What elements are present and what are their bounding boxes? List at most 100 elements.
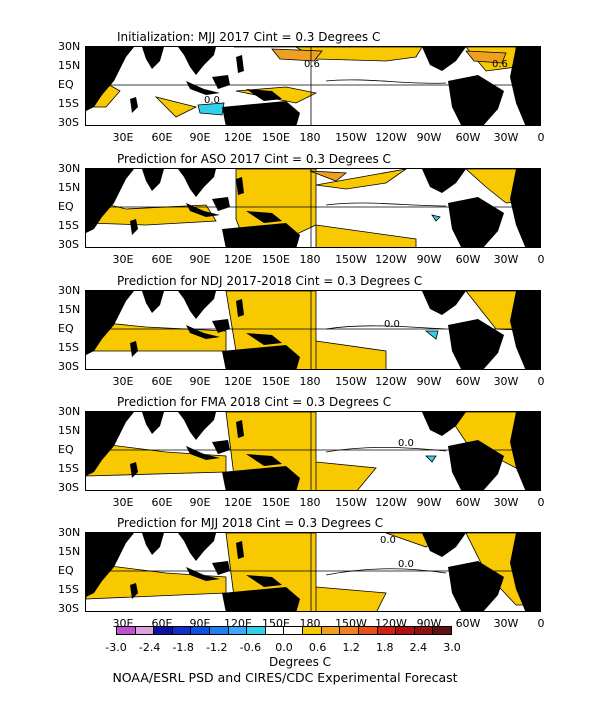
lat-label: 15N bbox=[58, 59, 81, 72]
lat-label: 30S bbox=[58, 238, 79, 251]
lon-label: 120W bbox=[375, 131, 407, 144]
lon-label: 150W bbox=[335, 375, 367, 388]
land-mass bbox=[448, 440, 504, 490]
lon-label: 0 bbox=[537, 375, 545, 388]
lat-label: 30N bbox=[58, 526, 81, 539]
lon-label: 0 bbox=[537, 131, 545, 144]
land-mass bbox=[510, 412, 540, 490]
legend-tick-label: -3.0 bbox=[105, 641, 127, 654]
lat-label: EQ bbox=[58, 78, 74, 91]
land-mass bbox=[246, 211, 282, 223]
legend-tick-label: -1.8 bbox=[172, 641, 194, 654]
panel-title: Prediction for FMA 2018 Cint = 0.3 Degre… bbox=[117, 395, 392, 409]
lat-label: 15S bbox=[58, 583, 79, 596]
lat-label: 30S bbox=[58, 602, 79, 615]
lat-label: 15S bbox=[58, 219, 79, 232]
land-mass bbox=[130, 583, 138, 599]
panel-title: Prediction for MJJ 2018 Cint = 0.3 Degre… bbox=[117, 516, 384, 530]
land-mass bbox=[422, 169, 466, 193]
lat-label: 15S bbox=[58, 462, 79, 475]
lon-label: 60W bbox=[455, 253, 481, 266]
legend-swatch bbox=[117, 627, 135, 634]
land-mass bbox=[246, 89, 282, 101]
sst-anomaly-map: 0.0 bbox=[85, 290, 541, 370]
contour-label: 0.0 bbox=[380, 535, 396, 546]
lon-label: 30E bbox=[112, 131, 134, 144]
lon-label: 150E bbox=[262, 375, 290, 388]
lat-label: 15N bbox=[58, 303, 81, 316]
lat-label: 15N bbox=[58, 181, 81, 194]
legend-tick-label: -0.6 bbox=[239, 641, 262, 654]
forecast-panel: Prediction for MJJ 2018 Cint = 0.3 Degre… bbox=[0, 516, 600, 636]
legend-swatch bbox=[432, 627, 451, 634]
lon-label: 90E bbox=[189, 253, 211, 266]
lon-label: 90W bbox=[416, 131, 442, 144]
zero-contour-line bbox=[325, 325, 447, 330]
legend-tick-label: 1.8 bbox=[376, 641, 394, 654]
legend-tick-label: 0.6 bbox=[308, 641, 327, 654]
legend-tick-label: 2.4 bbox=[409, 641, 428, 654]
land-mass bbox=[186, 446, 220, 460]
land-mass bbox=[212, 561, 230, 575]
lon-label: 30W bbox=[493, 617, 519, 630]
lon-label: 180 bbox=[299, 253, 321, 266]
legend-swatch bbox=[153, 627, 172, 634]
lon-label: 180 bbox=[299, 617, 321, 630]
land-mass bbox=[448, 561, 504, 611]
lon-label: 180 bbox=[299, 375, 321, 388]
lon-label: 180 bbox=[299, 496, 321, 509]
lon-label: 120W bbox=[375, 617, 407, 630]
lat-label: 30N bbox=[58, 284, 81, 297]
contour-label: 0.0 bbox=[398, 559, 414, 570]
land-mass bbox=[236, 299, 244, 317]
legend-swatch bbox=[376, 627, 396, 634]
lon-label: 90E bbox=[189, 375, 211, 388]
land-mass bbox=[178, 47, 216, 75]
lon-label: 90W bbox=[416, 617, 442, 630]
cool-anomaly-region bbox=[197, 102, 225, 116]
lon-label: 120E bbox=[224, 617, 252, 630]
contour-label: 0.0 bbox=[204, 95, 220, 106]
lon-label: 60E bbox=[151, 496, 173, 509]
lon-label: 150W bbox=[335, 131, 367, 144]
forecast-panel: Prediction for ASO 2017 Cint = 0.3 Degre… bbox=[0, 152, 600, 272]
lon-label: 60E bbox=[151, 375, 173, 388]
lat-label: 30S bbox=[58, 360, 79, 373]
land-mass bbox=[86, 169, 134, 233]
land-mass bbox=[236, 177, 244, 195]
land-mass bbox=[186, 325, 220, 339]
land-mass bbox=[142, 47, 164, 69]
land-mass bbox=[246, 333, 282, 345]
lon-label: 60W bbox=[455, 375, 481, 388]
land-mass bbox=[212, 197, 230, 211]
land-mass bbox=[178, 533, 216, 561]
lat-label: EQ bbox=[58, 443, 74, 456]
legend-swatch bbox=[339, 627, 358, 634]
lon-label: 120E bbox=[224, 253, 252, 266]
land-mass bbox=[222, 101, 300, 125]
legend-swatch bbox=[190, 627, 210, 634]
forecast-panel: Prediction for FMA 2018 Cint = 0.3 Degre… bbox=[0, 395, 600, 515]
legend-tick-label: 1.2 bbox=[342, 641, 360, 654]
lon-label: 0 bbox=[537, 617, 545, 630]
lon-label: 150W bbox=[335, 617, 367, 630]
land-mass bbox=[130, 341, 138, 357]
land-mass bbox=[86, 291, 134, 355]
lon-label: 30W bbox=[493, 253, 519, 266]
lon-label: 150W bbox=[335, 253, 367, 266]
legend-swatch bbox=[283, 627, 303, 634]
land-mass bbox=[142, 533, 164, 555]
land-mass bbox=[178, 412, 216, 440]
lat-label: 30S bbox=[58, 481, 79, 494]
land-mass bbox=[186, 81, 220, 95]
panel-title: Initialization: MJJ 2017 Cint = 0.3 Degr… bbox=[117, 30, 381, 44]
legend-swatch bbox=[209, 627, 228, 634]
land-mass bbox=[222, 345, 300, 369]
credit-line: NOAA/ESRL PSD and CIRES/CDC Experimental… bbox=[112, 670, 458, 685]
lat-label: 15N bbox=[58, 545, 81, 558]
land-mass bbox=[186, 203, 220, 217]
legend-tick-label: 3.0 bbox=[443, 641, 461, 654]
lon-label: 60E bbox=[151, 253, 173, 266]
lon-label: 150W bbox=[335, 496, 367, 509]
lat-label: 30N bbox=[58, 405, 81, 418]
